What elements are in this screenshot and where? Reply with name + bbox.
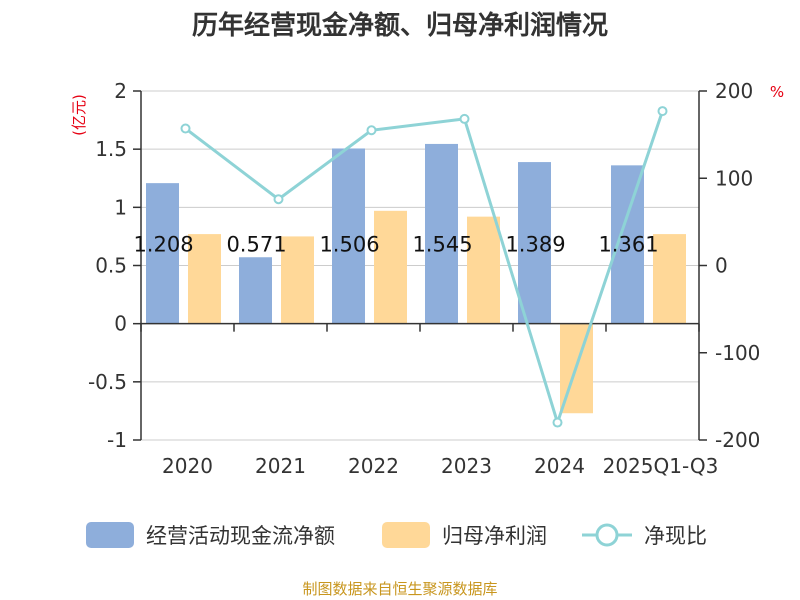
right-tick-label-1: 100 <box>715 166 753 190</box>
x-tick-label-2025Q1-Q3: 2025Q1-Q3 <box>603 454 719 478</box>
data-label-cashflow-2022: 1.506 <box>319 233 379 257</box>
chart-title: 历年经营现金净额、归母净利润情况 <box>192 10 608 41</box>
legend-label-cashflow: 经营活动现金流净额 <box>146 524 335 548</box>
bar-cashflow-2020 <box>146 183 179 324</box>
ratio-point-2020 <box>180 123 191 134</box>
left-tick-label-2: 1 <box>114 195 127 219</box>
data-label-cashflow-2024: 1.389 <box>505 233 565 257</box>
x-tick-label-2020: 2020 <box>162 454 213 478</box>
x-tick-label-2021: 2021 <box>255 454 306 478</box>
legend-marker-ratio <box>595 523 619 547</box>
ratio-point-2021 <box>273 194 284 205</box>
ratio-line-group <box>180 106 668 428</box>
legend-swatch-profit <box>382 522 430 548</box>
bar-cashflow-2021 <box>239 257 272 324</box>
right-tick-label-4: -200 <box>715 428 760 452</box>
bar-profit-2022 <box>374 210 407 324</box>
axes: 2 1.5 1 0.5 0 -0.5 -1 200 100 0 -100 -200 2020 2021 20… <box>88 79 760 478</box>
left-tick-label-6: -1 <box>107 428 127 452</box>
data-label-cashflow-2020: 1.208 <box>133 233 193 257</box>
data-label-cashflow-2025Q1-Q3: 1.361 <box>598 233 658 257</box>
left-tick-label-4: 0 <box>114 312 127 336</box>
data-label-cashflow-2021: 0.571 <box>226 233 286 257</box>
bar-profit-2025Q1-Q3 <box>653 234 686 324</box>
x-tick-label-2022: 2022 <box>348 454 399 478</box>
x-tick-label-2023: 2023 <box>441 454 492 478</box>
bar-profit-2023 <box>467 216 500 324</box>
left-tick-label-1: 1.5 <box>95 137 127 161</box>
ratio-point-2024 <box>552 417 563 428</box>
data-label-group: 1.208 0.571 1.506 1.545 1.389 1.361 <box>133 233 658 257</box>
bar-group <box>146 143 686 414</box>
right-tick-label-0: 200 <box>715 79 753 103</box>
right-tick-label-3: -100 <box>715 341 760 365</box>
legend-label-profit: 归母净利润 <box>442 524 547 548</box>
ratio-line <box>184 110 664 428</box>
source-note: 制图数据来自恒生聚源数据库 <box>302 580 497 598</box>
left-tick-label-3: 0.5 <box>95 254 127 278</box>
bar-cashflow-2024 <box>518 162 551 324</box>
x-tick-label-2024: 2024 <box>534 454 585 478</box>
grid-lines <box>141 90 699 441</box>
left-axis-unit: (亿元) <box>70 94 88 136</box>
legend: 经营活动现金流净额 归母净利润 净现比 <box>86 522 707 548</box>
ratio-point-2022 <box>366 125 377 136</box>
left-tick-label-0: 2 <box>114 79 127 103</box>
right-tick-label-2: 0 <box>715 254 728 278</box>
data-label-cashflow-2023: 1.545 <box>412 233 472 257</box>
bar-profit-2021 <box>281 236 314 324</box>
ratio-point-2025Q1-Q3 <box>657 106 668 117</box>
bar-cashflow-2022 <box>332 148 365 324</box>
left-tick-label-5: -0.5 <box>88 370 127 394</box>
ratio-point-2023 <box>459 113 470 124</box>
right-axis-unit: % <box>770 83 784 101</box>
bar-profit-2020 <box>188 234 221 324</box>
bar-cashflow-2023 <box>425 143 458 324</box>
legend-swatch-cashflow <box>86 522 134 548</box>
legend-label-ratio: 净现比 <box>644 524 707 548</box>
